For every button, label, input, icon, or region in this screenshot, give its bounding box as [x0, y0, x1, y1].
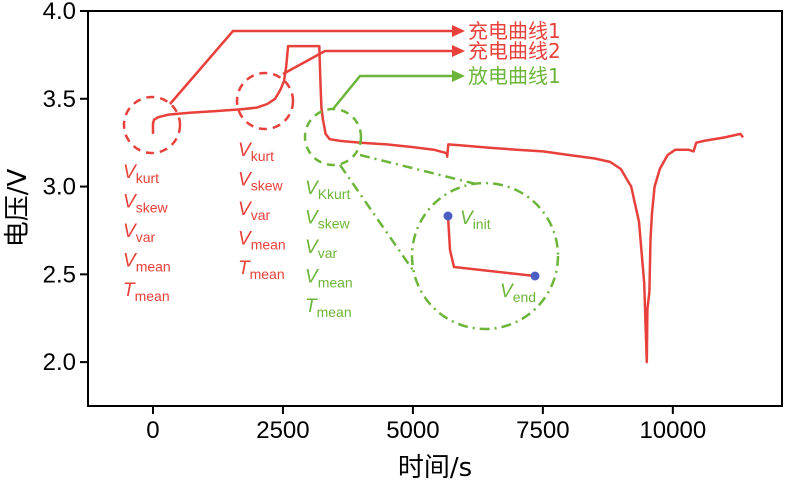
feature-label: Tmean: [305, 296, 352, 320]
charge1-label: 充电曲线1: [468, 19, 561, 43]
plot-frame: [87, 10, 783, 407]
charge2-arrowhead: [452, 45, 465, 57]
feature-label-sub: mean: [250, 266, 285, 282]
zoom-start-label: Vinit: [460, 208, 491, 232]
charge2-leader-line: [282, 49, 455, 76]
discharge1-arrowhead: [452, 70, 465, 82]
feature-label: Vmean: [305, 267, 353, 291]
feature-label: Tmean: [238, 258, 285, 282]
zoom-start-label-sub: init: [473, 216, 491, 232]
feature-label-base: V: [123, 192, 138, 213]
feature-label-base: V: [238, 229, 253, 250]
feature-label-base: V: [238, 199, 253, 220]
feature-label: Vskew: [123, 192, 168, 216]
zoom-connector-line-lower: [338, 164, 430, 293]
feature-label-sub: mean: [136, 259, 171, 275]
charge1-arrowhead: [452, 25, 465, 37]
feature-label-sub: mean: [251, 237, 286, 253]
x-tick-label: 7500: [516, 417, 569, 444]
feature-label: Vmean: [238, 229, 286, 253]
feature-label: Tmean: [123, 280, 170, 304]
series-layer: [151, 44, 745, 364]
feature-label-base: V: [238, 140, 253, 161]
voltage-series-line: [151, 44, 745, 364]
charge2-label: 充电曲线2: [468, 39, 561, 63]
feature-label-base: V: [123, 251, 138, 272]
feature-label-base: V: [305, 267, 320, 288]
zoom-start-point: [443, 211, 453, 221]
x-axis-title: 时间/s: [398, 453, 472, 483]
feature-label-sub: var: [251, 207, 271, 223]
discharge1-label: 放电曲线1: [468, 64, 561, 88]
charge1-feature-circle: [122, 95, 182, 155]
feature-label-sub: var: [318, 245, 338, 261]
y-tick-label: 4.0: [43, 0, 76, 25]
feature-label: Vmean: [123, 251, 171, 275]
x-tick-label: 0: [146, 417, 159, 444]
zoom-inset-circle: [410, 181, 560, 331]
feature-label-base: V: [238, 170, 253, 191]
feature-label-sub: Kkurt: [318, 186, 351, 202]
feature-label-base: V: [123, 162, 138, 183]
feature-label-sub: mean: [318, 275, 353, 291]
feature-label-sub: mean: [135, 288, 170, 304]
feature-label-base: T: [305, 296, 318, 317]
feature-label-base: V: [123, 221, 138, 242]
y-tick-label: 3.5: [43, 86, 76, 113]
discharge1-leader-line: [332, 74, 455, 110]
y-axis-title: 电压/V: [3, 169, 33, 248]
zoom-inset-curve: [446, 215, 536, 278]
feature-label-sub: mean: [317, 304, 352, 320]
feature-label: VKkurt: [305, 178, 350, 202]
charge2-feature-circle: [235, 71, 295, 131]
discharge1-feature-circle: [303, 107, 363, 167]
zoom-end-label: Vend: [500, 281, 536, 305]
feature-label-base: V: [305, 237, 320, 258]
feature-label-base: V: [305, 208, 320, 229]
zoom-end-label-base: V: [500, 281, 515, 302]
feature-label: Vskew: [305, 208, 350, 232]
y-axis-ticks: 2.0 2.5 3.0 3.5 4.0: [43, 0, 88, 376]
zoom-end-label-sub: end: [513, 289, 536, 305]
feature-label-sub: skew: [318, 216, 351, 232]
feature-label-base: T: [238, 258, 251, 279]
feature-label-base: T: [123, 280, 136, 301]
zoom-end-point: [530, 271, 540, 281]
feature-label-sub: skew: [251, 178, 284, 194]
feature-label-sub: var: [136, 229, 156, 245]
y-tick-label: 2.5: [43, 261, 76, 288]
y-tick-label: 2.0: [43, 349, 76, 376]
zoom-connector-line: [359, 153, 477, 186]
feature-label-base: V: [305, 178, 320, 199]
feature-label: Vkurt: [238, 140, 274, 164]
feature-label: Vvar: [123, 221, 155, 245]
x-tick-label: 2500: [256, 417, 309, 444]
feature-label-sub: skew: [136, 200, 169, 216]
feature-label: Vvar: [305, 237, 337, 261]
x-axis-ticks: 0 2500 5000 7500 10000: [146, 406, 706, 444]
x-tick-label: 5000: [386, 417, 439, 444]
feature-label: Vkurt: [123, 162, 159, 186]
charge1-leader-line: [169, 29, 455, 105]
feature-label-sub: kurt: [251, 148, 274, 164]
feature-label-sub: kurt: [136, 170, 159, 186]
zoom-start-label-base: V: [460, 208, 475, 229]
y-tick-label: 3.0: [43, 174, 76, 201]
feature-label: Vvar: [238, 199, 270, 223]
x-tick-label: 10000: [639, 417, 706, 444]
feature-label: Vskew: [238, 170, 283, 194]
